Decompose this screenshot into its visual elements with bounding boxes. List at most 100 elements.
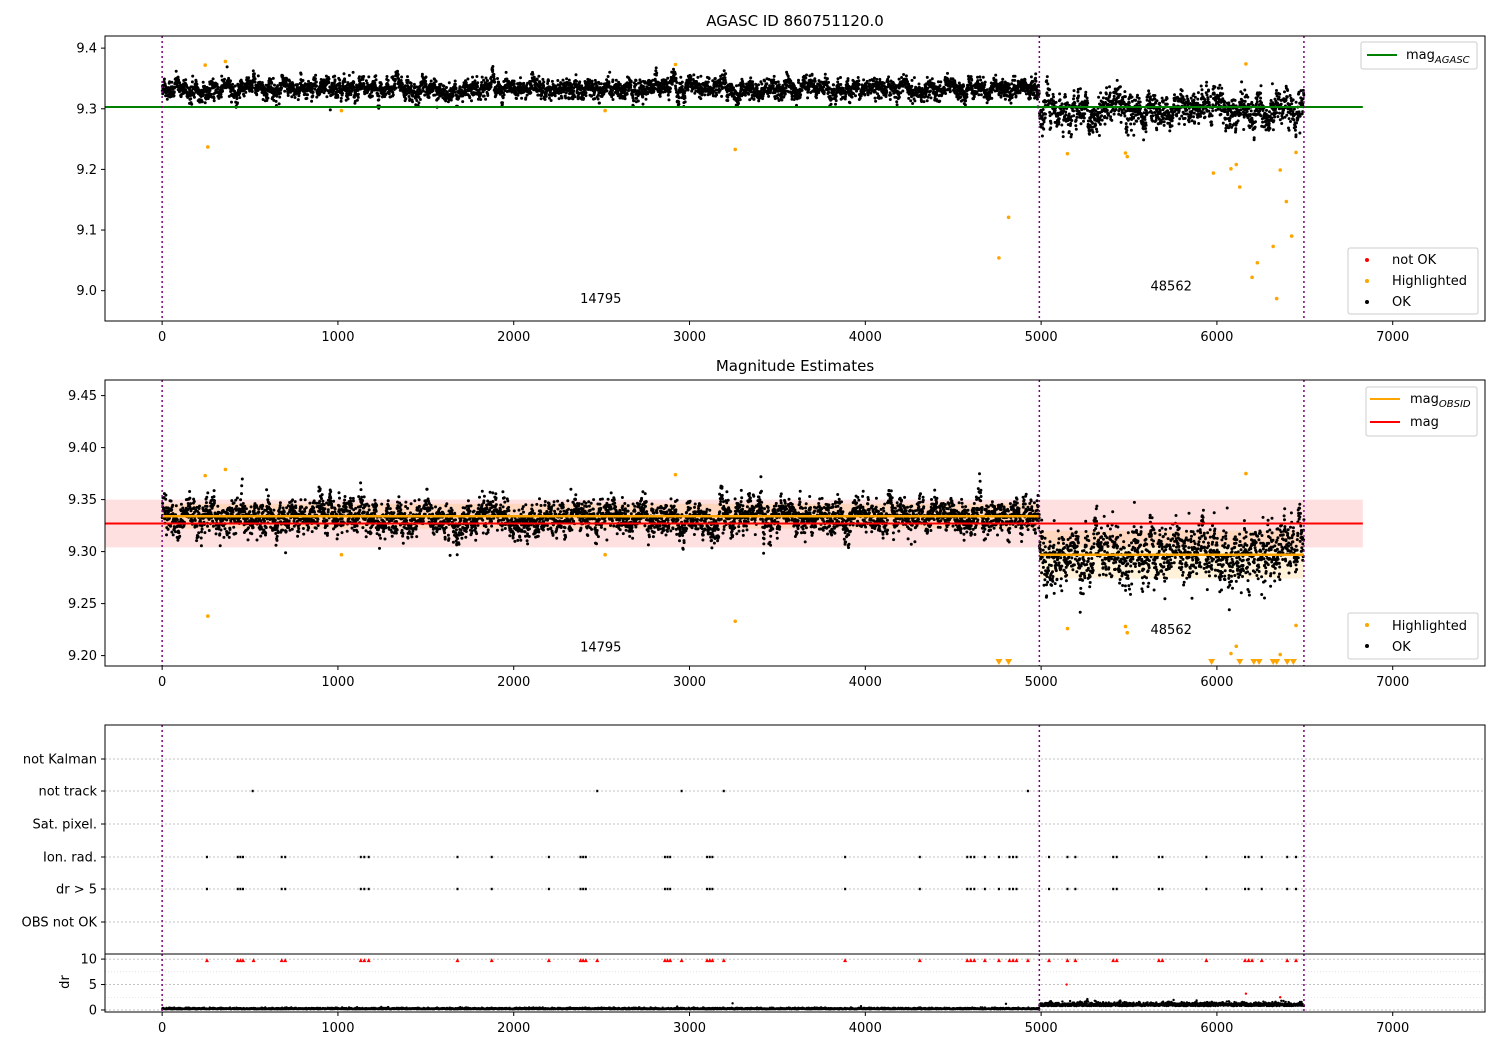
ok-point <box>641 95 645 99</box>
ok-point <box>738 98 742 102</box>
ok-point <box>451 94 455 98</box>
ok-point <box>233 84 237 88</box>
ok-point <box>1054 100 1058 104</box>
ok-point <box>276 84 280 88</box>
ok-point <box>194 80 198 84</box>
ok-point <box>424 79 428 83</box>
ok-point <box>1072 109 1075 113</box>
ok-point <box>686 88 690 92</box>
ok-point <box>1043 116 1047 120</box>
ok-point <box>362 82 366 86</box>
ok-point <box>273 83 276 87</box>
ok-point <box>1067 112 1071 116</box>
ok-point <box>911 102 915 105</box>
ok-point <box>912 76 916 80</box>
ok-point <box>479 98 483 101</box>
ok-point <box>420 72 424 76</box>
ok-point <box>965 92 969 96</box>
ok-point <box>230 100 233 104</box>
ok-point <box>231 82 235 86</box>
ok-point <box>1127 101 1131 105</box>
ok-point <box>178 81 182 85</box>
ok-point <box>1067 130 1071 134</box>
ok-point <box>1064 95 1067 99</box>
ok-point <box>1110 118 1114 122</box>
ok-point <box>749 76 753 80</box>
ok-point <box>1014 94 1018 98</box>
ok-point <box>832 83 835 87</box>
ok-point <box>1072 97 1075 101</box>
ok-point <box>424 75 428 79</box>
ok-point <box>599 82 603 86</box>
ok-point <box>305 96 309 100</box>
ok-point <box>938 99 942 103</box>
ok-point <box>1045 75 1049 79</box>
agasc-panel: AGASC ID 860751120.0 0 1000 2000 3000 4000 50… <box>76 12 1486 345</box>
ok-point <box>515 97 518 100</box>
ok-point <box>212 96 216 100</box>
ok-point <box>670 82 674 86</box>
ok-point <box>1076 99 1080 103</box>
ok-point <box>327 80 331 84</box>
ok-point <box>1105 116 1109 120</box>
ok-point <box>773 97 777 101</box>
ok-point <box>172 94 176 98</box>
ok-point <box>962 84 966 88</box>
ok-point <box>367 75 371 79</box>
ok-point <box>286 91 290 95</box>
ok-point <box>471 75 474 79</box>
ok-point <box>457 96 461 100</box>
ok-point <box>672 67 675 71</box>
ok-point <box>699 97 703 101</box>
ok-point <box>480 75 484 79</box>
ok-point <box>1130 95 1134 99</box>
ok-point <box>512 79 516 83</box>
ok-point <box>800 88 804 92</box>
ok-point <box>807 88 811 91</box>
ok-point <box>423 93 427 97</box>
ok-point <box>216 86 220 90</box>
ok-point <box>256 74 260 78</box>
ok-point <box>994 73 998 77</box>
ok-point <box>265 92 269 96</box>
ok-point <box>406 78 410 82</box>
ok-point <box>1077 94 1080 98</box>
ok-point <box>1100 118 1104 122</box>
ok-point <box>863 93 867 97</box>
ok-point <box>391 93 395 97</box>
ok-point <box>1042 127 1046 131</box>
ok-point <box>200 100 204 104</box>
ok-point <box>1057 120 1061 124</box>
ok-point <box>306 93 309 97</box>
ok-point <box>683 100 687 104</box>
ok-point <box>429 79 433 83</box>
ok-point <box>174 69 178 73</box>
ok-point <box>743 93 747 97</box>
ok-point <box>611 78 615 82</box>
ok-point <box>491 65 495 68</box>
ok-point <box>944 92 948 95</box>
ok-point <box>401 83 404 87</box>
ok-point <box>493 80 497 84</box>
ok-point <box>1010 96 1014 99</box>
ok-point <box>970 78 974 82</box>
ok-point <box>482 94 486 98</box>
ok-point <box>1091 130 1095 134</box>
ok-point <box>352 80 356 84</box>
ok-point <box>1048 88 1052 92</box>
ok-point <box>834 99 838 103</box>
ok-point <box>827 90 831 94</box>
ok-point <box>1045 79 1049 83</box>
ok-point <box>1040 134 1044 138</box>
ok-point <box>1028 96 1032 100</box>
ok-point <box>310 99 314 103</box>
ok-point <box>644 97 648 101</box>
ok-point <box>932 82 936 86</box>
ok-point <box>1115 78 1119 82</box>
ok-point <box>667 98 671 102</box>
ok-point <box>189 97 193 101</box>
ok-point <box>887 75 891 79</box>
ok-point <box>504 70 508 74</box>
ok-point <box>590 79 594 83</box>
ok-point <box>1049 126 1053 130</box>
